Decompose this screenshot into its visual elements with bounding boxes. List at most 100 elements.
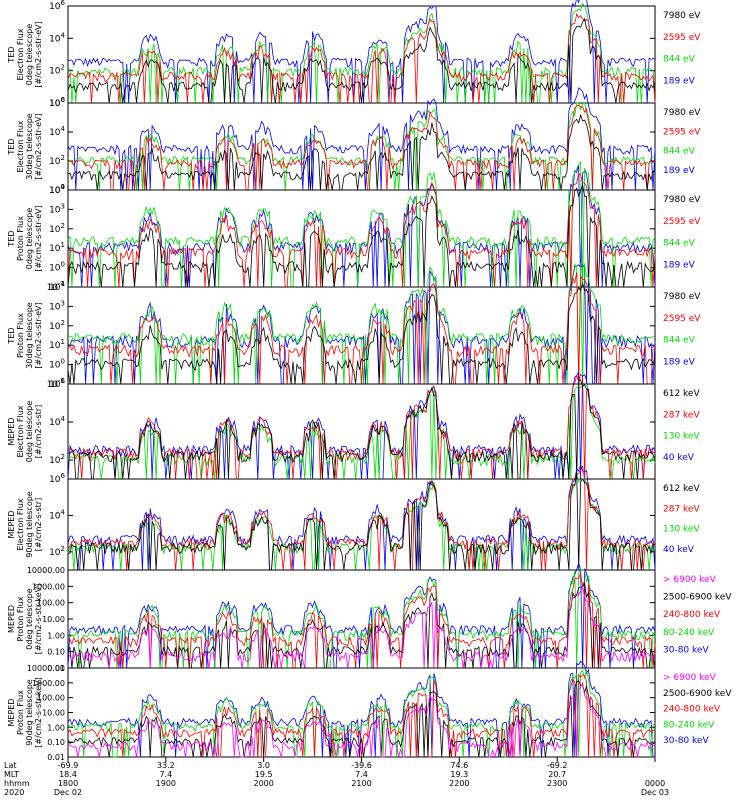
legend-entry: 80-240 keV: [663, 720, 715, 730]
legend-entry: > 6900 keV: [663, 575, 717, 585]
series-7980-eV: [67, 183, 656, 288]
y-tick-label: 104: [49, 415, 65, 428]
y-tick-label: 1.00: [47, 723, 65, 732]
series-80-240-keV: [67, 569, 656, 669]
y-tick-label: 100: [49, 96, 65, 109]
x-tick-label: -69.9: [58, 761, 79, 770]
y-tick-label: 102: [49, 154, 65, 167]
series-612-keV: [67, 472, 656, 571]
legend-entry: 130 keV: [663, 432, 700, 442]
x-tick-label: 2100: [351, 779, 371, 788]
series-30-80-keV: [67, 660, 655, 758]
series-844-eV: [67, 160, 656, 288]
x-tick-label: 18.4: [59, 770, 77, 779]
y-tick-label: 10.00: [42, 709, 65, 718]
y-tick-label: 104: [49, 508, 65, 521]
y-tick-label: 106: [49, 472, 65, 485]
series-130-keV: [67, 474, 656, 571]
panel-6: 102 104 106 MEPEDElectron Flux90deg telesco…: [7, 463, 700, 571]
series-287-keV: [67, 465, 656, 571]
y-tick-label: 103: [49, 202, 65, 215]
y-tick-label: 0.01: [47, 753, 65, 762]
series-287-keV: [67, 373, 656, 480]
y-tick-label: 10000.00: [27, 664, 65, 673]
y-tick-label: 0.10: [47, 738, 65, 747]
y-axis-label: TEDElectron Flux30deg telescope[#/cm2-s-…: [7, 113, 43, 180]
series-189-eV: [67, 0, 656, 104]
y-tick-label: 100.00: [37, 694, 65, 703]
legend-entry: 2500-6900 keV: [663, 593, 732, 603]
legend-entry: 189 eV: [663, 260, 696, 270]
y-tick-label: 10.00: [42, 615, 65, 624]
series-844-eV: [67, 2, 656, 104]
x-tick-label: 2300: [547, 779, 567, 788]
panel-1: 100 102 104 106 TEDElectron Flux0deg telesco…: [7, 0, 701, 109]
series-2595-eV: [67, 172, 656, 288]
series-40-keV: [67, 463, 656, 571]
series-2595-eV: [67, 12, 656, 104]
y-tick-label: 103: [49, 299, 65, 312]
x-tick-label: 1800: [58, 779, 78, 788]
panel-3: 10-1 100 101 102 103 104 TEDProton Flux0deg te…: [7, 160, 701, 293]
y-axis-label: TEDElectron Flux0deg telescope[#/cm2-s-s…: [7, 21, 43, 87]
y-tick-label: 0.10: [47, 648, 65, 657]
y-axis-label: MEPEDProton Flux0deg telescope[#/cm2-s-s…: [7, 584, 43, 655]
x-tick-label: 2200: [449, 779, 469, 788]
series-7980-eV: [67, 281, 656, 385]
y-tick-label: 101: [49, 338, 65, 351]
y-tick-label: 104: [49, 183, 65, 196]
y-tick-label: 104: [49, 280, 65, 293]
x-tick-label: 2000: [253, 779, 273, 788]
series-844-eV: [67, 102, 656, 191]
series-40-keV: [67, 371, 656, 480]
panel-8: 0.01 0.10 1.00 10.00 100.00 1000.00 10000.00 ME…: [7, 660, 732, 762]
legend-entry: 287 keV: [663, 410, 700, 420]
legend-entry: 40 keV: [663, 545, 695, 555]
y-tick-label: 102: [49, 222, 65, 235]
legend-entry: 189 eV: [663, 76, 696, 86]
series--6900-keV: [67, 681, 656, 759]
legend-entry: 30-80 keV: [663, 736, 709, 746]
panel-4: 10-1 100 101 102 103 104 TEDProton Flux30deg t…: [7, 263, 701, 390]
series-2595-eV: [67, 104, 656, 191]
x-tick-label: 74.6: [450, 761, 468, 770]
y-tick-label: 106: [49, 0, 65, 12]
y-tick-label: 100: [49, 183, 65, 196]
y-tick-label: 104: [49, 31, 65, 44]
y-axis-label: TEDProton Flux30deg telescope[#/cm2-s-st…: [7, 302, 43, 369]
legend-entry: 2595 eV: [663, 314, 701, 324]
y-tick-label: 10000.00: [27, 566, 65, 575]
y-tick-label: 104: [49, 125, 65, 138]
x-tick-label: 20.7: [548, 770, 566, 779]
panel-7: 0.01 0.10 1.00 10.00 100.00 1000.00 10000.00 ME…: [7, 561, 732, 673]
y-tick-label: 0.01: [47, 664, 65, 673]
y-axis-label: MEPEDProton Flux90deg telescope[#/cm2-s-…: [7, 677, 43, 748]
legend-entry: 612 keV: [663, 389, 700, 399]
y-tick-label: 102: [49, 64, 65, 77]
x-tick-label: 7.4: [355, 770, 368, 779]
y-tick-label: 1000.00: [32, 582, 65, 591]
series-189-eV: [67, 165, 656, 288]
legend-entry: 844 eV: [663, 147, 696, 157]
panel-5: 102 104 106 MEPEDElectron Flux0deg telescop…: [7, 371, 700, 480]
legend-entry: 80-240 keV: [663, 628, 715, 638]
x-tick-label: 19.3: [450, 770, 468, 779]
x-row-label: Lat: [4, 761, 17, 770]
legend-entry: 7980 eV: [663, 292, 701, 302]
x-tick-label: 3.0: [257, 761, 270, 770]
y-tick-label: 106: [49, 96, 65, 109]
y-tick-label: 1.00: [47, 631, 65, 640]
x-tick-label: 0000: [645, 779, 665, 788]
y-tick-label: 100: [49, 358, 65, 371]
legend-entry: 287 keV: [663, 504, 700, 514]
y-tick-label: 102: [49, 545, 65, 558]
y-tick-label: 10-1: [47, 377, 65, 390]
legend-entry: 612 keV: [663, 484, 700, 494]
series-7980-eV: [67, 113, 655, 191]
series-612-keV: [67, 379, 656, 480]
x-tick-label: Dec 03: [641, 788, 669, 797]
y-tick-label: 101: [49, 241, 65, 254]
y-tick-label: 102: [49, 319, 65, 332]
